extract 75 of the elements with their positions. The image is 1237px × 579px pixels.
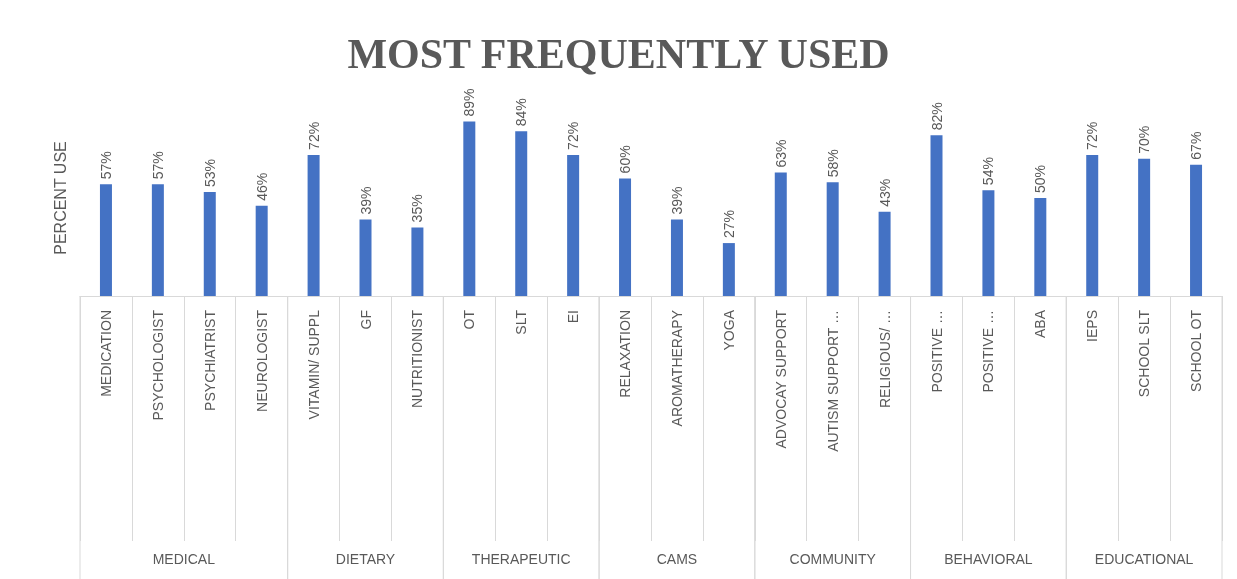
x-tick-label: GF	[357, 310, 374, 330]
data-label: 72%	[305, 121, 322, 150]
bar	[1138, 158, 1151, 296]
data-label: 63%	[772, 139, 789, 168]
data-label: 27%	[720, 210, 737, 239]
bar	[982, 190, 995, 296]
x-tick-label: VITAMIN/ SUPPL	[305, 309, 322, 420]
x-tick-label: MEDICATION	[97, 310, 114, 397]
x-tick-label: SCHOOL SLT	[1136, 309, 1153, 398]
x-tick-label: PSYCHIATRIST	[201, 309, 218, 411]
data-label: 54%	[980, 157, 997, 186]
data-label: 72%	[1084, 121, 1101, 150]
data-label: 39%	[668, 186, 685, 215]
data-label: 57%	[149, 151, 166, 180]
x-tick-label: AROMATHERAPY	[668, 309, 685, 427]
x-tick-label: POSITIVE …	[980, 310, 997, 393]
x-tick-label: POSITIVE …	[928, 310, 945, 393]
bar	[670, 219, 683, 296]
data-label: 46%	[253, 172, 270, 201]
bar	[203, 192, 216, 296]
data-label: 58%	[824, 149, 841, 178]
x-tick-label: NEUROLOGIST	[253, 309, 270, 412]
y-axis-title: PERCENT USE	[51, 141, 69, 255]
bar	[930, 135, 943, 296]
text: MEDICAL	[152, 551, 216, 567]
bar	[463, 121, 476, 296]
data-label: 57%	[97, 151, 114, 180]
x-tick-label: IEPS	[1084, 310, 1101, 342]
bar	[1190, 164, 1203, 296]
bar	[619, 178, 632, 296]
x-tick-label: OT	[461, 309, 478, 330]
text: THERAPEUTIC	[471, 551, 571, 567]
data-label: 67%	[1188, 131, 1205, 160]
data-label: 72%	[565, 121, 582, 150]
bar	[878, 211, 891, 296]
x-tick-label: RELAXATION	[617, 310, 634, 398]
data-label: 35%	[409, 194, 426, 223]
data-label: 39%	[357, 186, 374, 215]
bar	[1086, 154, 1099, 296]
x-tick-label: PSYCHOLOGIST	[149, 309, 166, 421]
data-label: 89%	[461, 88, 478, 117]
text: BEHAVIORAL	[944, 551, 1033, 567]
data-label: 84%	[513, 98, 530, 127]
bar	[567, 154, 580, 296]
x-tick-label: NUTRITIONIST	[409, 309, 426, 408]
bar	[515, 131, 528, 296]
data-label: 43%	[876, 178, 893, 207]
bar	[255, 205, 268, 296]
data-label: 70%	[1136, 125, 1153, 154]
text: COMMUNITY	[789, 551, 877, 567]
x-tick-label: YOGA	[720, 309, 737, 351]
bar	[1034, 198, 1047, 296]
text: EDUCATIONAL	[1094, 551, 1194, 567]
chart-title: MOST FREQUENTLY USED	[347, 31, 890, 77]
data-label: 50%	[1032, 164, 1049, 193]
text: CAMS	[656, 551, 698, 567]
text: DIETARY	[335, 551, 396, 567]
bar	[99, 184, 112, 296]
bar	[826, 182, 839, 296]
x-tick-label: ADVOCAY SUPPORT	[772, 309, 789, 449]
data-label: 82%	[928, 102, 945, 131]
bar	[774, 172, 787, 296]
x-tick-label: SCHOOL OT	[1188, 309, 1205, 392]
x-tick-label: EI	[565, 310, 582, 324]
x-tick-label: ABA	[1032, 309, 1049, 339]
x-tick-label: RELIGIOUS/ …	[876, 310, 893, 409]
x-tick-label: SLT	[513, 309, 530, 335]
bar	[151, 184, 164, 296]
x-tick-label: AUTISM SUPPORT …	[824, 310, 841, 452]
bar	[411, 227, 424, 296]
bar	[359, 219, 372, 296]
data-label: 53%	[201, 159, 218, 188]
bar	[307, 154, 320, 296]
bar	[722, 243, 735, 296]
data-label: 60%	[617, 145, 634, 174]
